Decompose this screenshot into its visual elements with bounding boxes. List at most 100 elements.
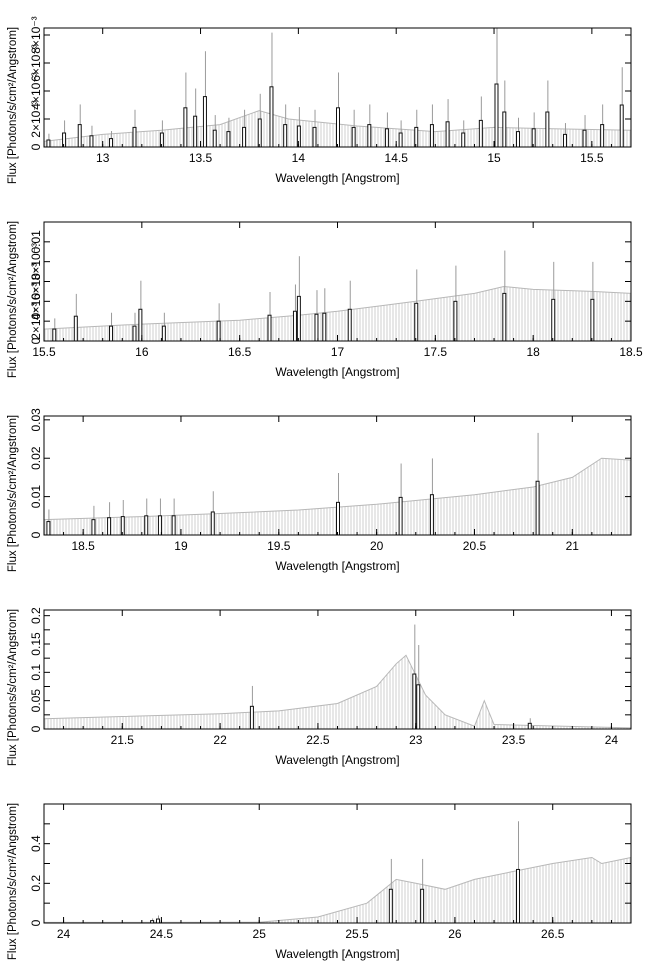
data-bar: [502, 111, 507, 148]
data-bar: [183, 107, 188, 148]
x-tick-label: 25.5: [345, 927, 369, 941]
data-series: [46, 28, 624, 148]
data-bar: [619, 104, 624, 148]
x-tick-label: 24: [605, 733, 619, 747]
y-tick-label: 2×10⁻³: [29, 100, 43, 137]
y-tick-label: 0.02: [29, 446, 43, 470]
data-bar: [193, 115, 198, 148]
y-tick-label: 0.1: [29, 664, 43, 681]
x-tick-label: 13: [96, 151, 110, 165]
data-bar: [336, 501, 340, 536]
x-tick-label: 26.5: [541, 927, 565, 941]
data-bar: [257, 118, 262, 148]
data-bar: [296, 295, 301, 342]
data-bar: [398, 132, 403, 148]
model-line: [43, 856, 632, 923]
data-bar: [132, 126, 137, 148]
spectrum-panel-4: 21.5 22 22.5 23 23.5 24 0 0.05 0.1 0.15 0.2 Wavelen…: [7, 607, 632, 767]
model-line: [43, 457, 632, 521]
x-tick-label: 24: [57, 927, 71, 941]
y-axis-label: Flux [Photons/s/cm²/Angstrom]: [7, 415, 19, 572]
x-tick-label: 16: [135, 345, 149, 359]
spectrum-panel-3: 18.5 19 19.5 20 20.5 21 0 0.01 0.02 0.03 Wavelengt…: [7, 408, 632, 573]
y-tick-label: 6×10⁻³: [29, 44, 43, 81]
y-tick-label: 6×10⁻³: [29, 263, 43, 300]
x-tick-label: 15.5: [32, 345, 56, 359]
data-bar: [494, 83, 499, 148]
y-tick-label: 0.15: [29, 632, 43, 656]
x-tick-label: 22: [213, 733, 227, 747]
data-bar: [527, 722, 532, 730]
data-bar: [429, 124, 434, 148]
x-axis-label: Wavelength [Angstrom]: [275, 753, 399, 767]
data-bar: [516, 868, 521, 924]
data-bar: [312, 126, 317, 148]
data-bar: [52, 328, 57, 342]
x-tick-label: 15: [487, 151, 501, 165]
model-series: [43, 285, 632, 341]
data-bar: [161, 325, 166, 342]
y-tick-label: 0: [29, 143, 43, 150]
x-tick-label: 14.5: [385, 151, 409, 165]
x-tick-label: 17: [331, 345, 345, 359]
data-bar: [516, 131, 521, 148]
y-tick-label: 0.03: [29, 408, 43, 432]
data-bar: [132, 325, 137, 342]
data-bar: [445, 121, 450, 148]
data-bar: [562, 133, 567, 148]
x-tick-label: 15.5: [580, 151, 604, 165]
data-bar: [478, 119, 483, 148]
model-line: [43, 285, 632, 330]
x-tick-label: 22.5: [306, 733, 330, 747]
y-tick-label: 0.2: [29, 607, 43, 624]
x-tick-label: 21.5: [111, 733, 135, 747]
data-bar: [171, 515, 176, 536]
x-tick-label: 24.5: [150, 927, 174, 941]
data-bar: [351, 126, 356, 148]
y-axis-label: Flux [Photons/s/cm²/Angstrom]: [7, 803, 19, 960]
data-bar: [226, 131, 231, 148]
y-tick-label: 0.05: [29, 689, 43, 713]
data-bar: [582, 129, 587, 148]
data-bar: [77, 124, 82, 148]
data-bar: [91, 519, 96, 536]
data-bar: [46, 521, 51, 536]
model-series: [43, 654, 632, 729]
data-bar: [461, 132, 466, 148]
data-bar: [210, 511, 215, 536]
data-bar: [242, 126, 247, 148]
data-bar: [412, 673, 417, 730]
x-axis-label: Wavelength [Angstrom]: [275, 947, 399, 961]
data-bar: [367, 124, 372, 148]
x-tick-label: 26: [448, 927, 462, 941]
data-bar: [292, 310, 297, 342]
x-tick-label: 25: [253, 927, 267, 941]
data-bar: [600, 124, 605, 148]
data-bar: [202, 96, 207, 148]
x-tick-label: 14: [292, 151, 306, 165]
y-tick-label: 4×10⁻³: [29, 72, 43, 109]
y-tick-label: 0.2: [29, 875, 43, 892]
x-tick-label: 18.5: [619, 345, 643, 359]
y-axis-label: Flux [Photons/s/cm²/Angstrom]: [7, 609, 19, 766]
spectrum-panel-5: 24 24.5 25 25.5 26 26.5 0 0.2 0.4 Wavelength [Ang…: [7, 803, 632, 961]
x-axis-label: Wavelength [Angstrom]: [275, 171, 399, 185]
data-bar: [398, 496, 403, 536]
spectrum-panel-2: 15.5 16 16.5 17 17.5 18 18.5 02×10⁻³4×10⁻³6×10⁻…: [7, 221, 643, 379]
y-tick-label: 0.01: [29, 230, 43, 254]
x-tick-label: 17.5: [424, 345, 448, 359]
y-tick-label: 0: [29, 531, 43, 538]
x-tick-label: 23: [409, 733, 423, 747]
data-bar: [336, 107, 340, 148]
data-bar: [109, 138, 114, 148]
data-bar: [502, 292, 507, 342]
y-axis-label: Flux [Photons/s/cm²/Angstrom]: [7, 221, 19, 378]
data-series: [150, 821, 521, 924]
data-bar: [590, 298, 595, 342]
y-tick-label: 0: [29, 919, 43, 926]
data-bar: [347, 308, 352, 342]
y-axis-label: Flux [Photons/s/cm²/Angstrom]: [7, 27, 19, 184]
y-tick-label: 0: [29, 725, 43, 732]
data-bar: [283, 124, 288, 148]
